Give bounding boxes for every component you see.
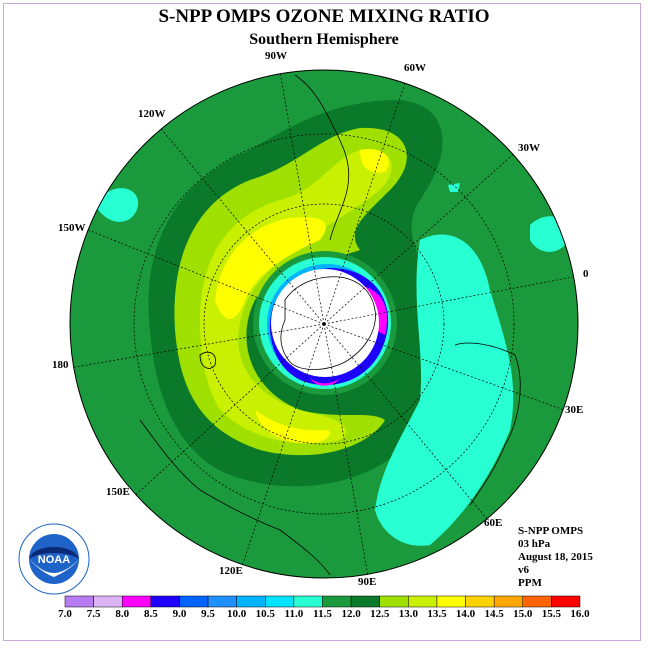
- meridian-0: [323, 275, 578, 325]
- ozone-band-11.0-east: [375, 234, 514, 546]
- lon-label-60e: 60E: [484, 517, 503, 529]
- figure-frame: [3, 3, 641, 641]
- lon-label-30w: 30W: [518, 142, 540, 154]
- ozone-band-13.0: [200, 149, 392, 444]
- lon-label-150w: 150W: [58, 222, 86, 234]
- info-block: S-NPP OMPS 03 hPa August 18, 2015 v6 PPM: [518, 525, 593, 590]
- colorbar-tick-label: 10.5: [255, 608, 275, 620]
- lon-label-120e: 120E: [219, 565, 243, 577]
- colorbar-tick-label: 14.0: [455, 608, 476, 620]
- lon-label-0: 0: [583, 268, 589, 280]
- map-subtitle: Southern Hemisphere: [249, 31, 399, 48]
- antarctica-outline: [280, 276, 376, 370]
- colorbar-tick-label: 16.0: [570, 608, 590, 620]
- colorbar-tick-label: 8.5: [143, 608, 158, 620]
- map-title: S-NPP OMPS OZONE MIXING RATIO: [158, 6, 490, 27]
- australia-outline: [139, 419, 331, 576]
- colorbar-tick-label: 7.0: [58, 608, 72, 620]
- meridian-90e: [323, 323, 369, 577]
- colorbar-tick-label: 13.0: [398, 608, 418, 620]
- colorbar-tick-label: 15.5: [541, 608, 561, 620]
- lon-label-90w: 90W: [265, 50, 287, 62]
- colorbar-tick-label: 12.5: [370, 608, 390, 620]
- colorbar-tick-label: 8.0: [115, 608, 130, 620]
- lon-label-150e: 150E: [106, 486, 130, 498]
- info-level: 03 hPa: [518, 538, 551, 550]
- colorbar-tick-label: 7.5: [86, 608, 101, 620]
- ozone-band-11.0-patch-3: [448, 183, 460, 192]
- colorbar-tick-label: 9.5: [201, 608, 215, 620]
- meridian-60e: [323, 323, 489, 521]
- colorbar-tick-label: 15.0: [513, 608, 533, 620]
- colorbar-tick-label: 14.5: [484, 608, 504, 620]
- south-america-outline: [294, 74, 350, 241]
- lon-label-90e: 90E: [358, 576, 377, 588]
- ozone-band-11.0-patch-1: [95, 188, 139, 222]
- info-instrument: S-NPP OMPS: [518, 525, 584, 537]
- colorbar-tick-label: 10.0: [227, 608, 247, 620]
- ozone-band-13.5-b: [255, 410, 331, 444]
- latitude-circle-60: [203, 203, 445, 445]
- info-version: v6: [518, 564, 529, 576]
- polar-ring-magenta-2: [310, 378, 340, 386]
- ozone-band-13.5: [215, 217, 326, 319]
- lon-label-60w: 60W: [404, 62, 426, 74]
- polar-ring-magenta-1: [360, 285, 388, 335]
- colorbar-tick-label: 12.0: [341, 608, 361, 620]
- colorbar-tick-label: 11.5: [313, 608, 332, 620]
- map-boundary: [69, 69, 579, 579]
- colorbar-tick-label: 9.0: [172, 608, 187, 620]
- ozone-band-13.5-c: [360, 149, 389, 173]
- lon-label-30e: 30E: [565, 404, 584, 416]
- meridian-30w: [323, 149, 519, 325]
- latitude-circle-30: [133, 133, 515, 515]
- meridian-180: [70, 323, 325, 369]
- noaa-logo-text: NOAA: [38, 554, 70, 566]
- meridian-30e: [323, 323, 571, 413]
- pole-marker: [322, 322, 326, 326]
- info-units: PPM: [518, 577, 542, 589]
- colorbar-tick-label: 11.0: [284, 608, 304, 620]
- colorbar-tick-label: 13.5: [427, 608, 447, 620]
- coastlines: [139, 74, 521, 576]
- lon-label-120w: 120W: [138, 108, 166, 120]
- meridian-120w: [157, 124, 325, 325]
- ozone-field: [70, 70, 578, 578]
- meridian-90w: [279, 71, 325, 325]
- info-date: August 18, 2015: [518, 551, 593, 563]
- new-zealand-outline: [199, 351, 217, 369]
- africa-outline: [454, 342, 521, 506]
- graticule: [70, 71, 578, 577]
- noaa-logo: NOAA: [18, 523, 90, 595]
- lon-label-180: 180: [52, 359, 69, 371]
